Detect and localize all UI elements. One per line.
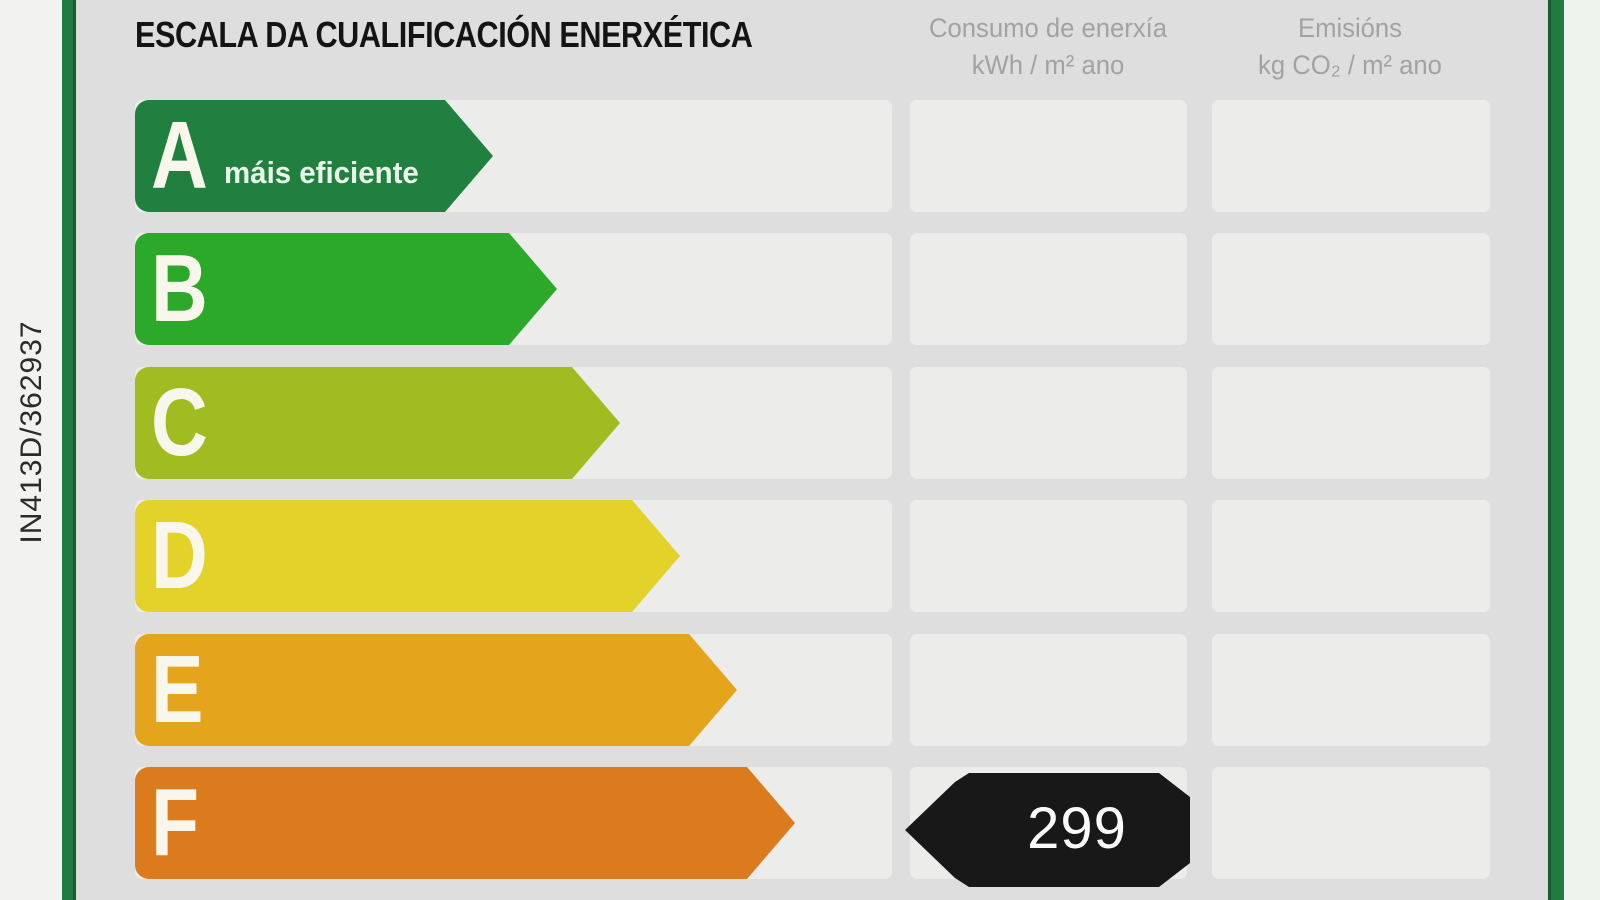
rating-bar-track: F	[135, 767, 892, 879]
rating-bar-track: C	[135, 367, 892, 479]
consumption-cell	[910, 367, 1187, 479]
emissions-cell	[1212, 100, 1490, 212]
rating-letter: B	[151, 235, 208, 342]
rating-letter: F	[151, 769, 200, 876]
emissions-header-units: kg CO₂ / m² ano	[1258, 50, 1442, 80]
rating-bar-a: A máis eficiente	[135, 100, 493, 212]
rating-bar-track: E	[135, 634, 892, 746]
rating-bar-b: B	[135, 233, 557, 345]
left-margin	[0, 0, 62, 900]
rating-row-f: F	[0, 767, 1600, 879]
rating-bar-f: F	[135, 767, 795, 879]
rating-bar-d: D	[135, 500, 680, 612]
emissions-cell	[1212, 500, 1490, 612]
rating-bar-e: E	[135, 634, 737, 746]
emissions-cell	[1212, 767, 1490, 879]
consumption-cell	[910, 634, 1187, 746]
consumption-header-units: kWh / m² ano	[971, 50, 1125, 80]
rating-row-b: B	[0, 233, 1600, 345]
rating-row-d: D	[0, 500, 1600, 612]
rating-bar-track: B	[135, 233, 892, 345]
left-arrow-icon	[905, 773, 1190, 887]
consumption-value: 299	[1027, 796, 1127, 861]
scale-title: ESCALA DA CUALIFICACIÓN ENERXÉTICA	[135, 14, 753, 55]
rating-bar-track: D	[135, 500, 892, 612]
rating-row-c: C	[0, 367, 1600, 479]
emissions-cell	[1212, 233, 1490, 345]
consumption-cell	[910, 233, 1187, 345]
emissions-cell	[1212, 634, 1490, 746]
left-green-border	[62, 0, 76, 900]
right-margin	[1564, 0, 1600, 900]
rating-bar-c: C	[135, 367, 620, 479]
rating-letter: E	[151, 636, 204, 743]
right-green-border	[1548, 0, 1564, 900]
rating-letter: D	[151, 502, 208, 609]
consumption-cell	[910, 500, 1187, 612]
rating-row-e: E	[0, 634, 1600, 746]
rating-bar-track: A máis eficiente	[135, 100, 892, 212]
consumption-result-marker: 299	[903, 770, 1193, 890]
emissions-column-header: Emisións kg CO₂ / m² ano	[1208, 10, 1493, 84]
rating-row-a: A máis eficiente	[0, 100, 1600, 212]
rating-note: máis eficiente	[224, 155, 420, 190]
consumption-cell	[910, 100, 1187, 212]
emissions-cell	[1212, 367, 1490, 479]
emissions-header-line1: Emisións	[1297, 13, 1403, 43]
consumption-column-header: Consumo de enerxía kWh / m² ano	[906, 10, 1191, 84]
rating-letter: C	[151, 369, 208, 476]
consumption-header-line1: Consumo de enerxía	[928, 13, 1168, 43]
rating-letter: A	[151, 102, 208, 209]
